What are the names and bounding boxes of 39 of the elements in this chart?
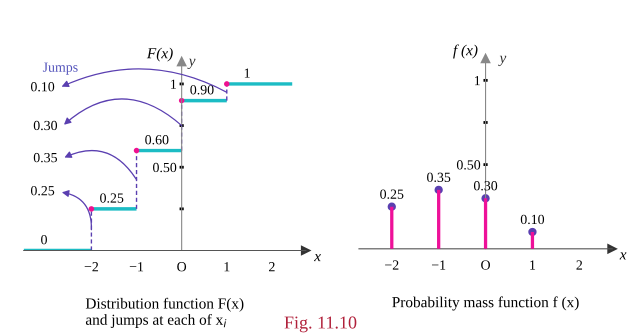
annotation: y	[187, 58, 196, 70]
x-axis-title: x	[314, 254, 321, 262]
annotation: 0.10	[30, 82, 54, 92]
y-axis-title: f (x)	[453, 44, 478, 58]
data-label: 0.35	[427, 172, 450, 182]
annotation: Jumps	[42, 62, 78, 75]
x-tick-label: 1	[530, 260, 536, 270]
y-tick-label: 0.50	[456, 160, 480, 170]
data-label: 0.60	[145, 135, 168, 144]
data-label: 0	[41, 234, 47, 244]
data-label: 1	[244, 68, 250, 78]
text: Distribution function F(x) and jumps at each of x$_{i}$	[86, 298, 244, 328]
x-tick-label: −1	[432, 260, 446, 270]
x-axis-title: x	[620, 252, 626, 260]
x-tick-label: 2	[576, 260, 582, 270]
caption: Fig. 11.10	[284, 316, 356, 332]
bar	[437, 190, 440, 249]
x-tick-label: −1	[130, 262, 144, 272]
annotation: y	[498, 56, 506, 66]
annotation: 0.25	[30, 186, 54, 196]
x-tick-label: 1	[224, 262, 230, 272]
x-tick-label: O	[481, 260, 490, 270]
x-tick-label: O	[177, 262, 186, 272]
x-tick-label: 2	[269, 262, 275, 272]
data-label: 0.30	[474, 181, 498, 190]
bar	[530, 232, 534, 249]
bar	[484, 198, 488, 249]
data-label: 0.25	[380, 189, 404, 199]
x-tick-label: −2	[84, 262, 98, 272]
y-axis-title: F(x)	[146, 48, 173, 62]
data-label: 0.25	[100, 193, 124, 203]
data-label: 0.90	[190, 85, 214, 95]
text: Probability mass function f (x)	[392, 296, 579, 310]
x-tick-label: −2	[385, 260, 398, 270]
annotation: 0.35	[34, 152, 58, 162]
annotation: 0.30	[34, 120, 58, 130]
data-label: 0.10	[520, 214, 544, 224]
bar	[390, 206, 394, 249]
y-tick-label: 0.50	[153, 162, 176, 172]
